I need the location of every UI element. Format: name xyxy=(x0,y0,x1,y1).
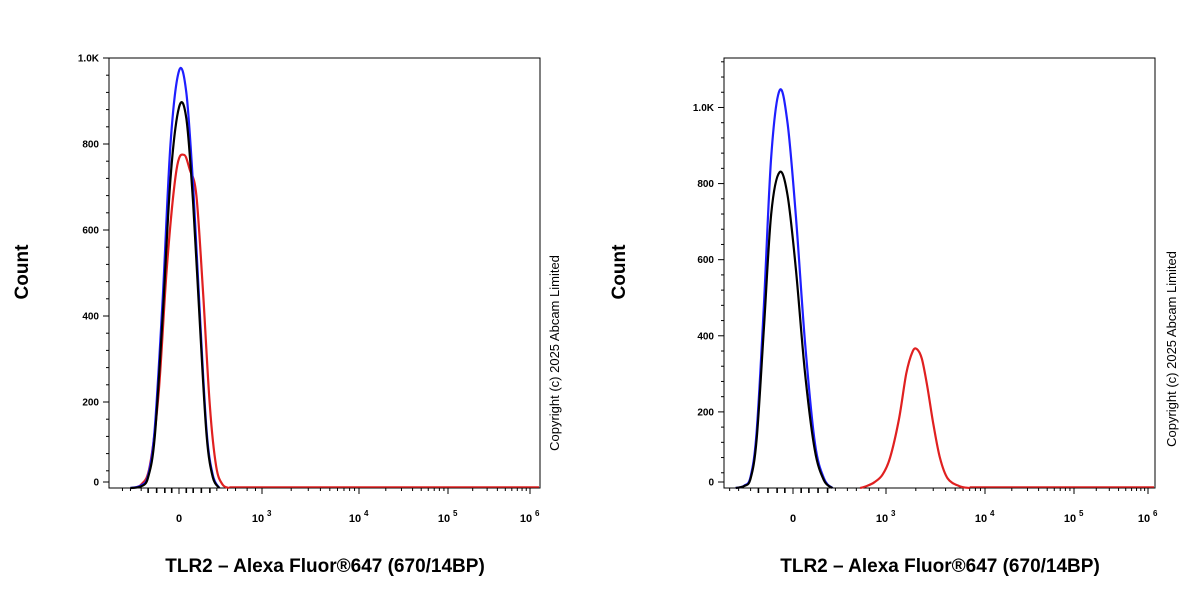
x-ticks-left: 0 10 3 10 4 10 5 10 6 xyxy=(121,488,540,525)
x-tick-label-exponent: 4 xyxy=(990,509,995,518)
copyright-watermark-right: Copyright (c) 2025 Abcam Limited xyxy=(1164,251,1179,447)
y-tick-label: 800 xyxy=(697,179,714,190)
x-tick-label: 10 xyxy=(975,513,987,525)
y-tick-label: 600 xyxy=(697,255,714,266)
plot-frame-left xyxy=(108,57,541,489)
y-axis-title-left: Count xyxy=(12,244,33,300)
plot-frame-right xyxy=(723,57,1156,489)
y-ticks-right: 0 200 400 600 800 1.0K xyxy=(693,61,724,489)
x-tick-label: 10 xyxy=(876,513,888,525)
x-axis-title-right: TLR2 – Alexa Fluor®647 (670/14BP) xyxy=(780,556,1100,577)
x-tick-label: 10 xyxy=(438,513,450,525)
histogram-series-black xyxy=(130,101,221,490)
x-tick-label-exponent: 5 xyxy=(1079,509,1084,518)
series-group-left xyxy=(130,66,539,490)
y-tick-label: 600 xyxy=(82,226,99,237)
y-tick-label: 0 xyxy=(93,478,99,489)
x-tick-label-exponent: 6 xyxy=(535,509,540,518)
y-tick-label: 200 xyxy=(82,398,99,409)
y-tick-label: 400 xyxy=(82,312,99,323)
series-group-right xyxy=(735,88,1154,490)
x-tick-label: 10 xyxy=(349,513,361,525)
histogram-series-black xyxy=(735,170,834,490)
x-tick-label: 0 xyxy=(176,513,182,525)
histogram-series-red xyxy=(859,347,970,490)
y-tick-label: 200 xyxy=(697,407,714,418)
x-tick-label: 10 xyxy=(1138,513,1150,525)
y-tick-label: 800 xyxy=(82,140,99,151)
x-tick-label: 10 xyxy=(520,513,532,525)
x-tick-label: 0 xyxy=(790,513,796,525)
x-tick-label-exponent: 3 xyxy=(267,509,272,518)
y-tick-label: 1.0K xyxy=(78,54,100,65)
y-tick-label: 0 xyxy=(708,478,714,489)
x-tick-label-exponent: 3 xyxy=(891,509,896,518)
x-tick-label-exponent: 5 xyxy=(453,509,458,518)
y-ticks-left: 0 200 400 600 800 1.0K xyxy=(78,54,109,489)
x-axis-title-left: TLR2 – Alexa Fluor®647 (670/14BP) xyxy=(165,556,485,577)
copyright-watermark-left: Copyright (c) 2025 Abcam Limited xyxy=(547,255,562,451)
x-tick-label-exponent: 4 xyxy=(364,509,369,518)
y-tick-label: 1.0K xyxy=(693,103,715,114)
x-ticks-right: 0 10 3 10 4 10 5 10 6 xyxy=(729,488,1158,525)
x-tick-label-exponent: 6 xyxy=(1153,509,1158,518)
y-axis-title-right: Count xyxy=(609,244,630,300)
y-tick-label: 400 xyxy=(697,331,714,342)
x-tick-label: 10 xyxy=(1064,513,1076,525)
x-tick-label: 10 xyxy=(252,513,264,525)
